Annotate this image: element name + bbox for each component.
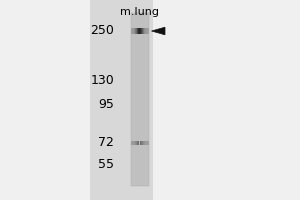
Bar [143, 141, 144, 145]
Bar [144, 141, 145, 145]
Bar [134, 28, 135, 33]
Bar [144, 28, 145, 33]
Bar [140, 28, 141, 33]
Bar [140, 141, 141, 145]
Text: 250: 250 [90, 24, 114, 38]
Bar [138, 141, 139, 145]
Polygon shape [152, 27, 165, 35]
Bar [135, 28, 136, 33]
Text: 55: 55 [98, 158, 114, 171]
Bar [147, 141, 148, 145]
Text: m.lung: m.lung [120, 7, 159, 17]
Bar [130, 141, 131, 145]
Text: 72: 72 [98, 137, 114, 150]
Bar [146, 141, 147, 145]
Bar [133, 141, 134, 145]
Bar [134, 141, 135, 145]
Bar [132, 141, 133, 145]
Bar [137, 28, 138, 33]
Bar [139, 141, 140, 145]
Bar [142, 141, 143, 145]
Bar [142, 28, 143, 33]
Bar [138, 28, 139, 33]
Bar [145, 28, 146, 33]
Bar [131, 141, 132, 145]
Bar [130, 13, 148, 186]
Bar [130, 28, 131, 33]
Bar [136, 141, 137, 145]
Bar [143, 28, 144, 33]
Bar [141, 141, 142, 145]
Text: 130: 130 [90, 74, 114, 88]
Bar [147, 28, 148, 33]
Bar [146, 28, 147, 33]
Text: 95: 95 [98, 98, 114, 112]
Bar [132, 28, 133, 33]
Bar [141, 28, 142, 33]
Bar [133, 28, 134, 33]
Bar [145, 141, 146, 145]
Bar [139, 28, 140, 33]
Bar [136, 28, 137, 33]
Bar [90, 0, 153, 200]
Bar [135, 141, 136, 145]
Bar [137, 141, 138, 145]
Bar [131, 28, 132, 33]
